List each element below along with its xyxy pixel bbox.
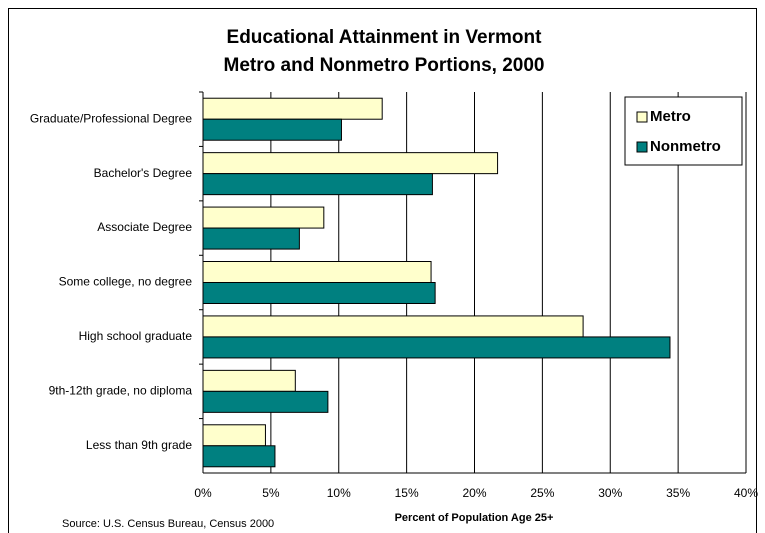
chart-title: Educational Attainment in Vermont: [227, 27, 543, 48]
x-tick-label: 35%: [666, 486, 690, 500]
x-tick-label: 0%: [194, 486, 212, 500]
bar: [202, 152, 499, 175]
x-tick-label: 5%: [262, 486, 280, 500]
source: Source: U.S. Census Bureau, Census 2000: [62, 518, 274, 530]
bar: [202, 369, 296, 392]
bar: [202, 390, 329, 413]
y-tick-label: 9th-12th grade, no diploma: [49, 384, 193, 398]
x-tick-label: 40%: [734, 486, 758, 500]
y-tick-label: Some college, no degree: [59, 275, 193, 289]
bar: [202, 282, 436, 304]
x-tick-label: 10%: [327, 486, 351, 500]
bar: [202, 206, 325, 229]
chart-subtitle: Metro and Nonmetro Portions, 2000: [224, 55, 545, 76]
bar: [202, 97, 383, 120]
legend-swatch: [636, 111, 648, 123]
legend-label: Metro: [650, 108, 691, 125]
bar: [202, 315, 584, 338]
bar: [202, 445, 276, 468]
y-tick-label: Graduate/Professional Degree: [30, 111, 192, 125]
bar: [202, 336, 671, 359]
bar: [202, 261, 432, 283]
y-tick-label: Less than 9th grade: [86, 438, 192, 452]
legend-label: Nonmetro: [650, 138, 721, 155]
y-tick-label: Bachelor's Degree: [94, 166, 193, 180]
x-tick-label: 25%: [530, 486, 554, 500]
x-axis-title: Percent of Population Age 25+: [395, 512, 554, 524]
legend-box: [624, 96, 743, 166]
legend-swatch: [636, 141, 648, 153]
bar: [202, 424, 266, 447]
x-tick-label: 15%: [395, 486, 419, 500]
bar: [202, 227, 300, 250]
x-tick-label: 20%: [462, 486, 486, 500]
y-tick-label: High school graduate: [79, 329, 193, 343]
bar: [202, 173, 433, 196]
x-tick-label: 30%: [598, 486, 622, 500]
y-tick-label: Associate Degree: [97, 220, 192, 234]
bar: [202, 118, 342, 141]
